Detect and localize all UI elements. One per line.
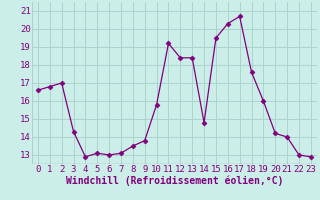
X-axis label: Windchill (Refroidissement éolien,°C): Windchill (Refroidissement éolien,°C)	[66, 176, 283, 186]
